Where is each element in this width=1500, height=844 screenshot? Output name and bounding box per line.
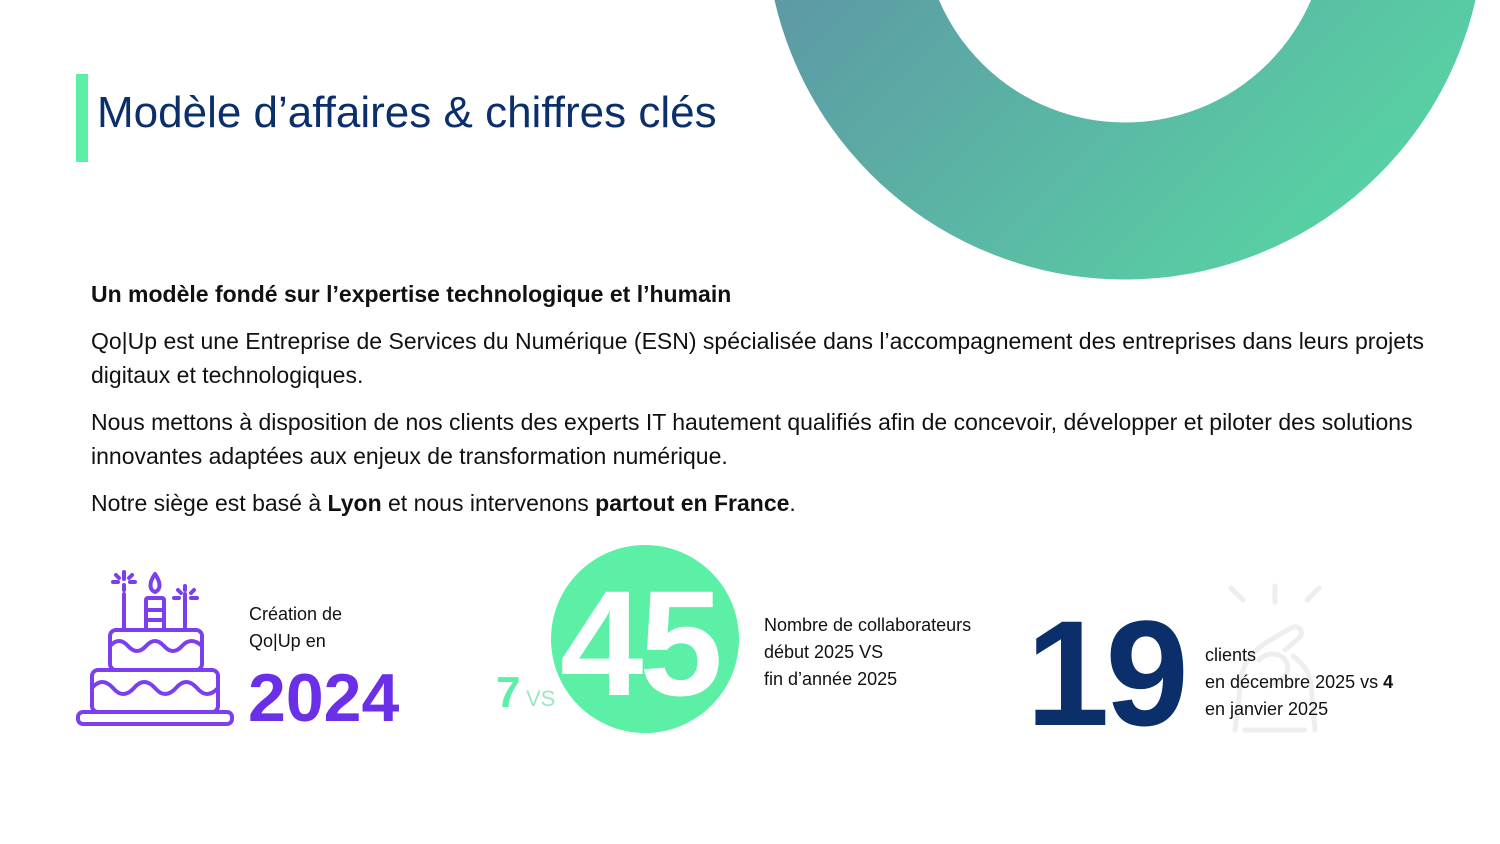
creation-label: Création de Qo|Up en <box>249 601 342 655</box>
city-name: Lyon <box>327 490 382 516</box>
clients-previous-count: 4 <box>1383 672 1394 692</box>
paragraph-3-prefix: Notre siège est basé à <box>91 490 328 516</box>
intro-paragraph-2: Nous mettons à disposition de nos client… <box>91 409 1413 469</box>
collaborators-label-line-2: début 2025 VS <box>764 642 884 662</box>
intro-subtitle: Un modèle fondé sur l’expertise technolo… <box>91 281 732 307</box>
paragraph-3-suffix: . <box>789 490 796 516</box>
clients-label-line-3: en janvier 2025 <box>1205 699 1329 719</box>
collaborators-start-count: 7 <box>496 668 521 717</box>
paragraph-3-middle: et nous intervenons <box>381 490 596 516</box>
clients-label-line-1: clients <box>1205 645 1257 665</box>
collaborators-end-count: 45 <box>560 559 723 727</box>
page-title: Modèle d’affaires & chiffres clés <box>97 88 717 137</box>
creation-year: 2024 <box>248 660 400 736</box>
collaborators-label-line-1: Nombre de collaborateurs <box>764 615 972 635</box>
clients-label-line-2-prefix: en décembre 2025 vs <box>1205 672 1384 692</box>
intro-paragraph-1: Qo|Up est une Entreprise de Services du … <box>91 328 1424 388</box>
coverage-scope: partout en France <box>595 490 790 516</box>
clients-count: 19 <box>1026 589 1189 757</box>
birthday-cake-icon <box>76 570 234 726</box>
intro-paragraph-3: Notre siège est basé à Lyon et nous inte… <box>91 486 1431 520</box>
clients-label: clients en décembre 2025 vs 4 en janvier… <box>1205 642 1393 723</box>
collaborators-vs: VS <box>526 686 556 711</box>
collaborators-label: Nombre de collaborateurs début 2025 VS f… <box>764 612 971 693</box>
intro-section: Un modèle fondé sur l’expertise technolo… <box>91 277 1431 533</box>
title-accent-bar <box>76 74 88 162</box>
creation-label-line-1: Création de <box>249 604 343 624</box>
collaborators-label-line-3: fin d’année 2025 <box>764 669 898 689</box>
handshake-icon <box>1228 583 1322 733</box>
collaborators-circle <box>551 545 739 733</box>
creation-label-line-2: Qo|Up en <box>249 631 326 651</box>
clients-label-line-2: en décembre 2025 vs 4 <box>1205 669 1393 696</box>
